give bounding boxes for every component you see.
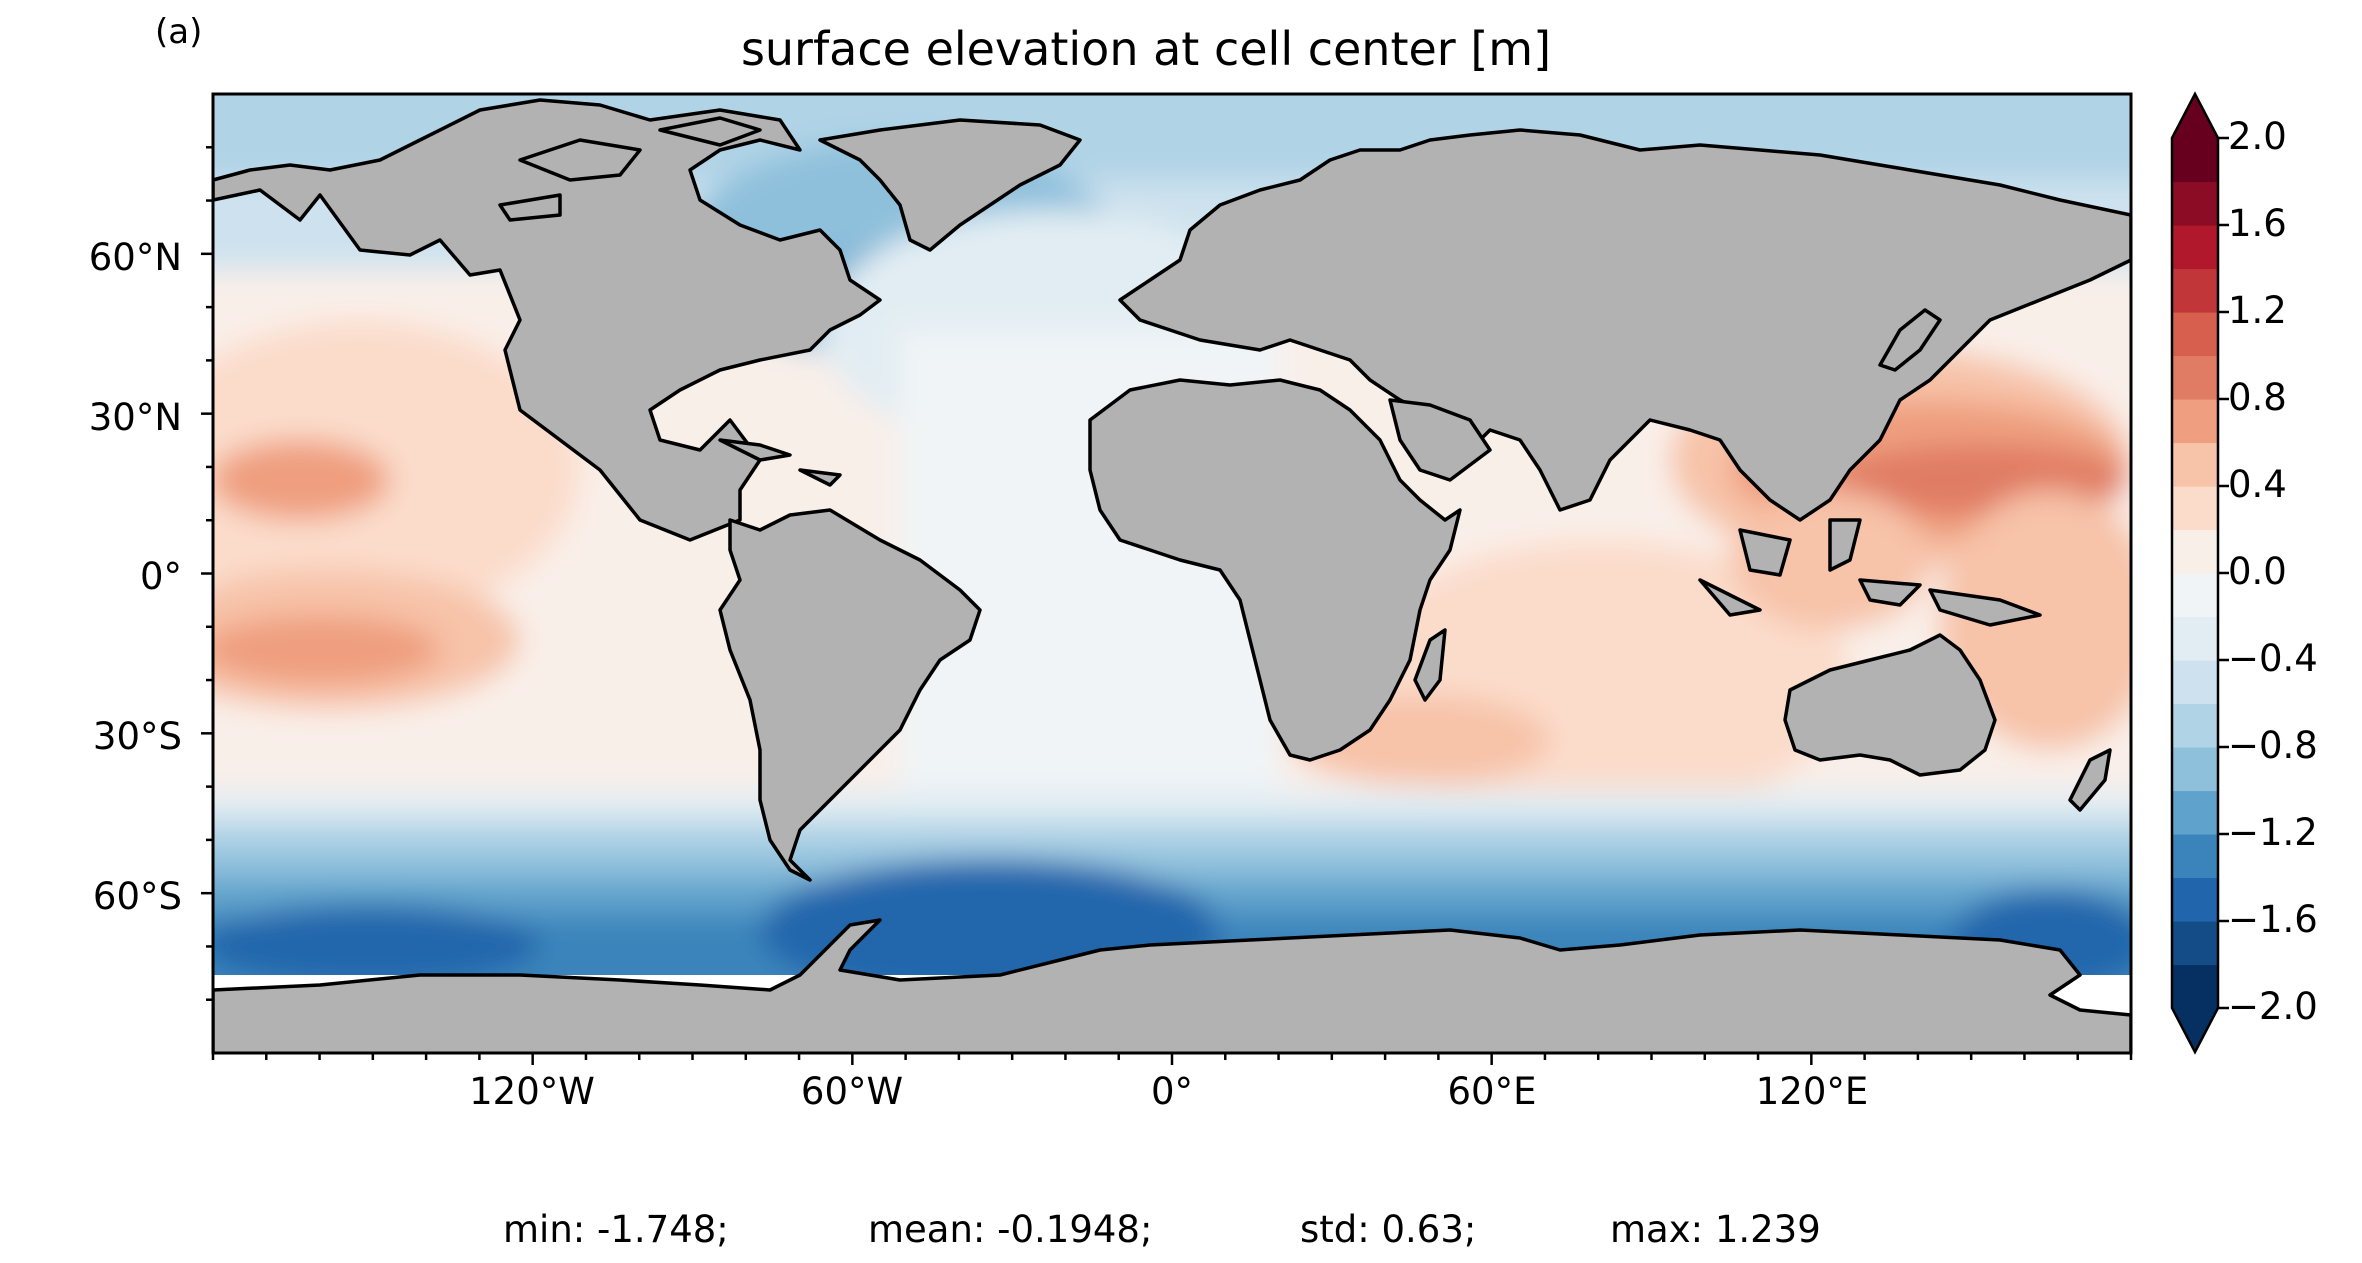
colorbar-segment <box>2172 616 2218 661</box>
colorbar-segment <box>2172 529 2218 574</box>
land-eurasia <box>1118 128 2131 522</box>
colorbar-segment <box>2172 703 2218 748</box>
colorbar-segment <box>2172 660 2218 705</box>
colorbar-tick-label: 0.8 <box>2228 376 2287 419</box>
x-tick-label-60e: 60°E <box>1447 1070 1537 1113</box>
map-title: surface elevation at cell center [m] <box>740 22 1552 76</box>
land-japan <box>1878 308 1942 372</box>
land-new-zealand <box>2068 748 2112 812</box>
colorbar-segment <box>2172 442 2218 487</box>
colorbar <box>2170 91 2229 1055</box>
colorbar-tick-label: 0.0 <box>2228 550 2287 593</box>
y-tick-label-eq: 0° <box>139 555 182 598</box>
y-tick-label-30s: 30°S <box>92 715 182 758</box>
x-tick-label-60w: 60°W <box>800 1070 904 1113</box>
land-australia <box>1783 633 1997 777</box>
y-tick-label-30n: 30°N <box>88 396 182 439</box>
colorbar-tick-label: −1.2 <box>2228 811 2318 854</box>
land-madagascar <box>1413 628 1447 702</box>
x-tick-label-120w: 120°W <box>469 1070 595 1113</box>
land-masses <box>213 98 2131 1053</box>
land-south-america <box>718 508 982 882</box>
land-arabia <box>1388 398 1492 482</box>
colorbar-segment <box>2172 964 2218 1009</box>
x-tick-label-120e: 120°E <box>1755 1070 1869 1113</box>
colorbar-tick-label: 1.6 <box>2228 202 2287 245</box>
y-tick-label-60s: 60°S <box>92 875 182 918</box>
stat-std: std: 0.63; <box>1300 1208 1477 1251</box>
colorbar-tick-label: −0.8 <box>2228 724 2318 767</box>
land-greenland <box>818 118 1082 252</box>
y-tick-label-60n: 60°N <box>88 236 182 279</box>
colorbar-segment <box>2172 312 2218 357</box>
land-antarctica <box>213 918 2131 1053</box>
colorbar-segment <box>2172 268 2218 313</box>
colorbar-segment <box>2172 138 2218 183</box>
land-africa <box>1088 378 1462 762</box>
map-ticks <box>201 146 2133 1065</box>
land-caribbean <box>718 438 842 487</box>
colorbar-segment <box>2172 790 2218 835</box>
colorbar-segment <box>2172 181 2218 226</box>
stat-max: max: 1.239 <box>1610 1208 1821 1251</box>
colorbar-segment <box>2172 747 2218 792</box>
colorbar-tick-label: 2.0 <box>2228 115 2287 158</box>
stat-mean: mean: -0.1948; <box>868 1208 1153 1251</box>
colorbar-extend-max <box>2172 94 2218 138</box>
x-tick-label-0: 0° <box>1150 1070 1194 1113</box>
colorbar-segment <box>2172 225 2218 270</box>
colorbar-tick-label: 0.4 <box>2228 463 2287 506</box>
colorbar-segment <box>2172 355 2218 400</box>
land-arctic-islands <box>498 116 762 222</box>
colorbar-segment <box>2172 573 2218 618</box>
colorbar-tick-label: −1.6 <box>2228 898 2318 941</box>
colorbar-segment <box>2172 486 2218 531</box>
panel-label: (a) <box>155 12 203 52</box>
colorbar-segment <box>2172 877 2218 922</box>
colorbar-extend-min <box>2172 1008 2218 1052</box>
colorbar-tick-label: 1.2 <box>2228 289 2287 332</box>
colorbar-tick-label: −2.0 <box>2228 985 2318 1028</box>
land-north-america <box>213 98 882 542</box>
stat-min: min: -1.748; <box>503 1208 729 1251</box>
colorbar-segment <box>2172 399 2218 444</box>
colorbar-segment <box>2172 921 2218 966</box>
colorbar-segment <box>2172 834 2218 879</box>
colorbar-tick-label: −0.4 <box>2228 637 2318 680</box>
land-maritime-continent <box>1698 518 2042 627</box>
